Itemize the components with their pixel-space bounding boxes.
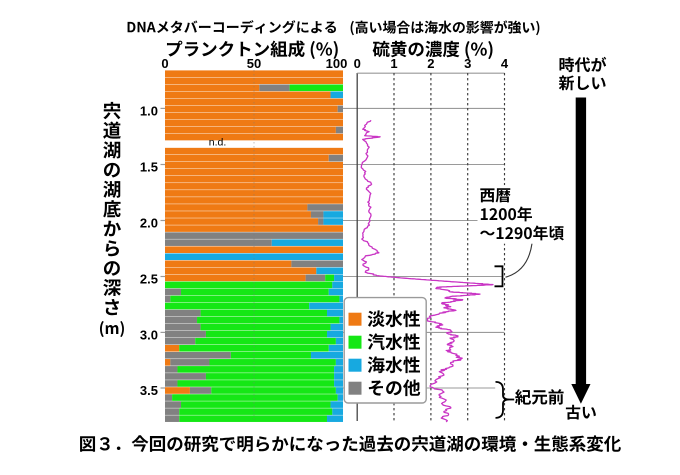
svg-text:4: 4 [501,56,509,71]
svg-text:2: 2 [427,56,434,71]
svg-text:0: 0 [161,56,168,71]
svg-text:3.0: 3.0 [140,327,158,342]
svg-text:0: 0 [354,56,361,71]
svg-text:3.5: 3.5 [140,383,158,398]
svg-text:100: 100 [326,56,348,71]
svg-text:2.0: 2.0 [140,215,158,230]
svg-text:3: 3 [464,56,471,71]
svg-text:2.5: 2.5 [140,271,158,286]
svg-text:n.d.: n.d. [209,137,227,149]
svg-text:1.5: 1.5 [140,159,158,174]
svg-text:1: 1 [390,56,397,71]
svg-text:50: 50 [247,56,261,71]
svg-text:1.0: 1.0 [140,103,158,118]
